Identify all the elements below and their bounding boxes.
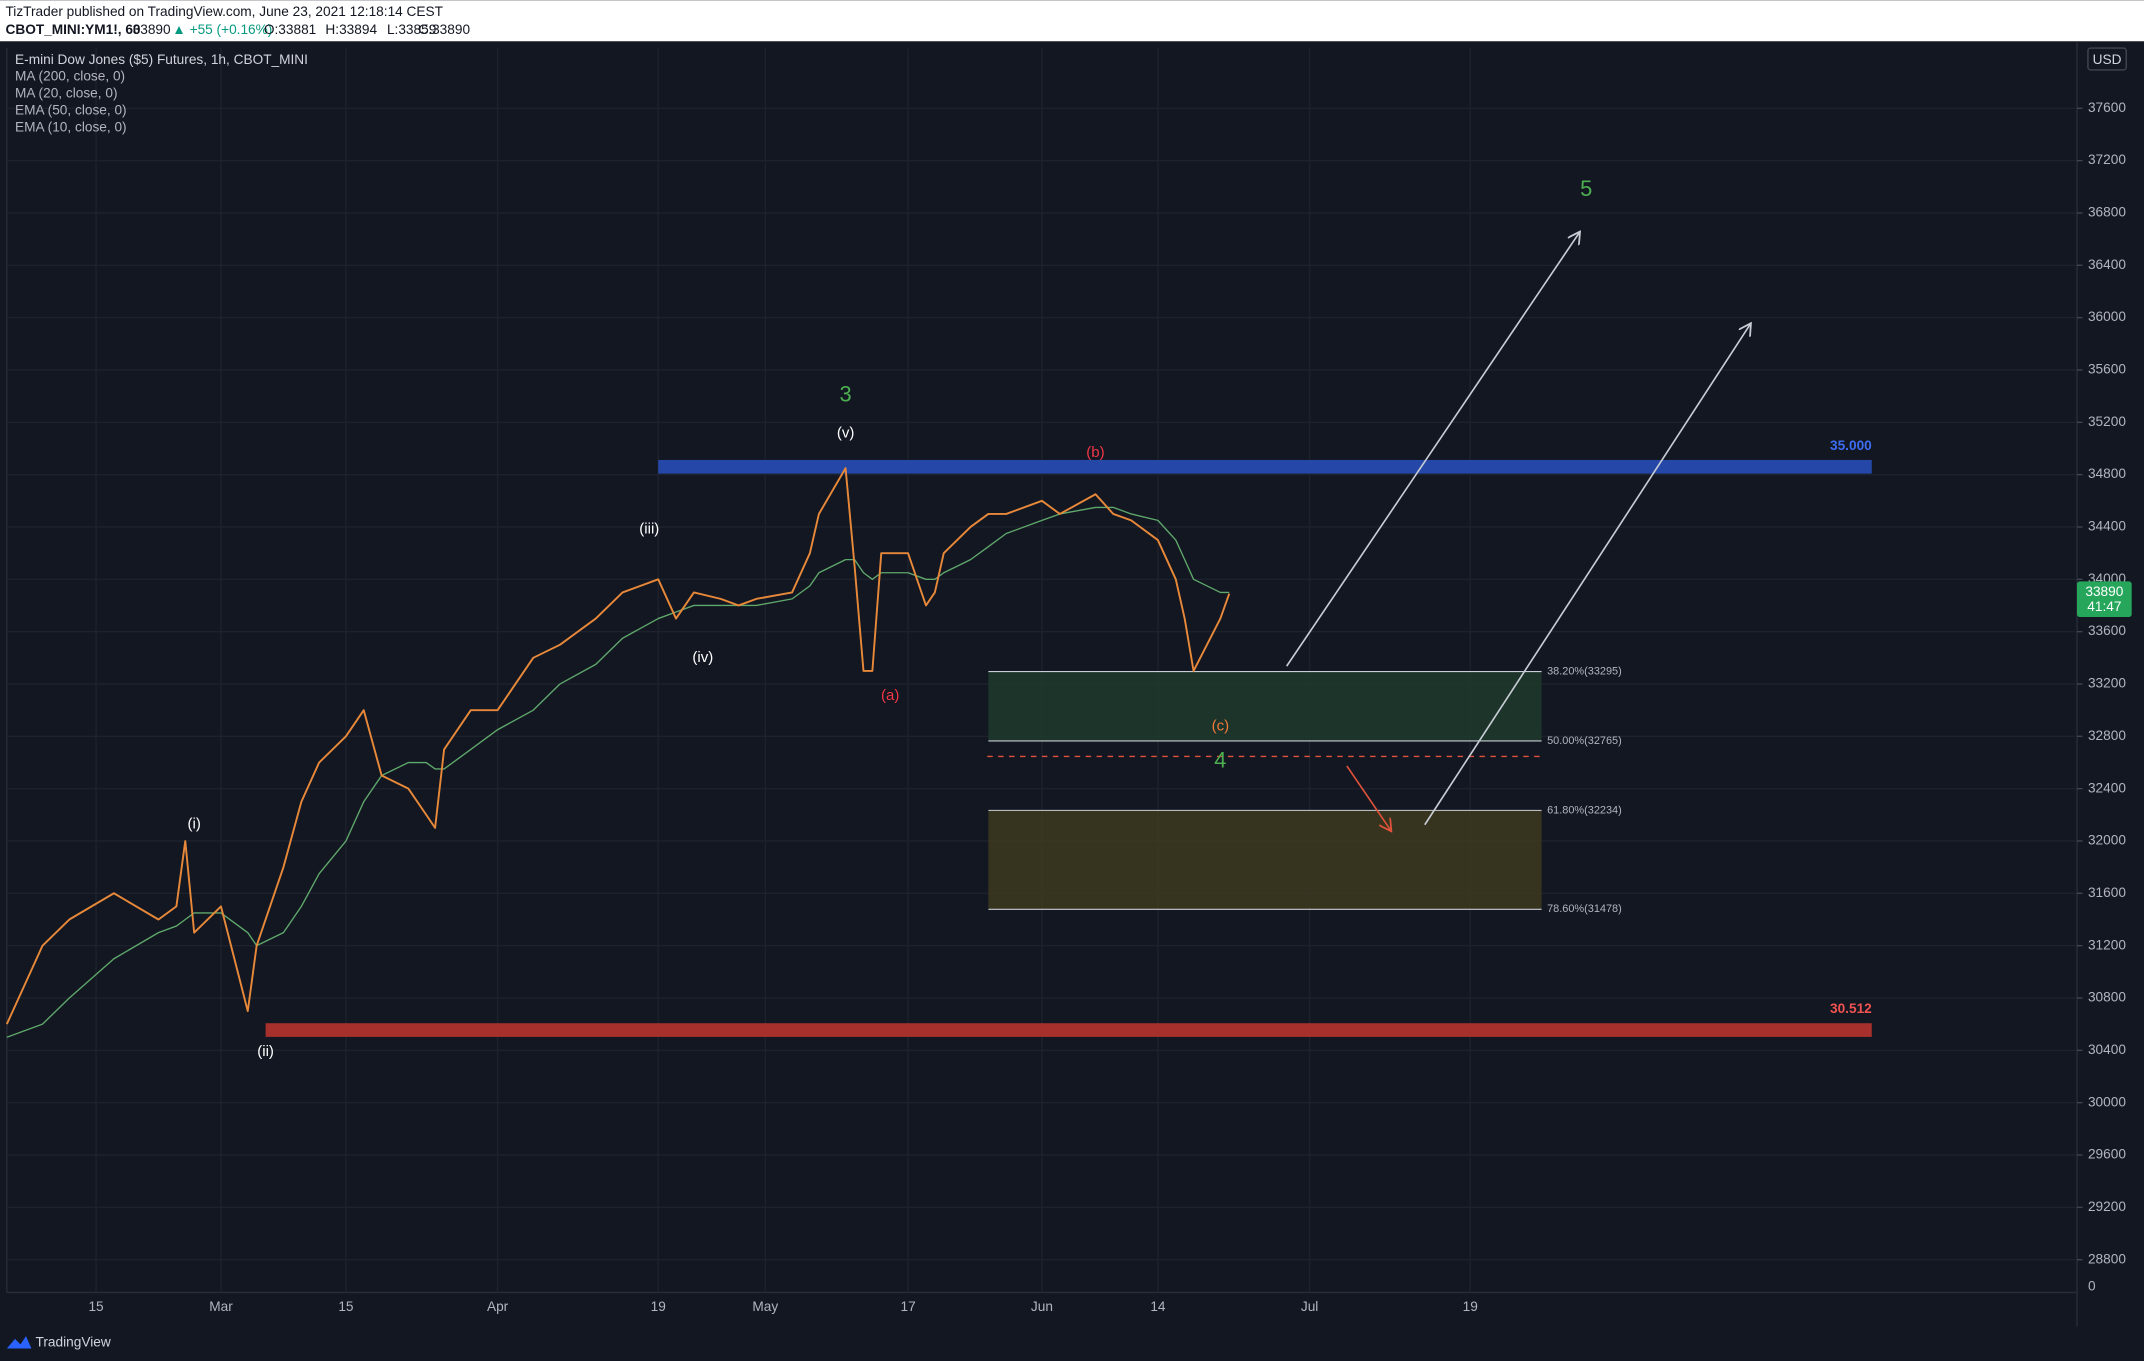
x-tick-label: Mar	[209, 1299, 233, 1314]
x-tick-label: 14	[1150, 1299, 1166, 1314]
wave-label: 5	[1580, 176, 1592, 201]
downside-arrow	[1346, 765, 1391, 830]
wave-label: (v)	[837, 425, 855, 442]
currency-box	[2087, 47, 2127, 71]
price-badge	[2077, 581, 2132, 617]
footer	[0, 1326, 2144, 1361]
y-tick-label: 31200	[2088, 937, 2126, 952]
x-tick-label: 19	[651, 1299, 666, 1314]
y-tick-label: 33200	[2088, 676, 2126, 691]
annotations: 3 (v) (b) (iii) (iv) (a) (c) 4 (i) (ii) 5	[188, 176, 1593, 1060]
price-badge-countdown: 41:47	[2087, 599, 2121, 614]
indicator-line	[6, 506, 1230, 1038]
y-tick-label: 30400	[2088, 1042, 2126, 1057]
close: C:33890	[418, 22, 470, 37]
y-tick-label: 32400	[2088, 780, 2126, 795]
y-tick-label: 34400	[2088, 519, 2126, 534]
header-bar	[0, 0, 2144, 42]
fib-label: 38.20%(33295)	[1547, 665, 1622, 677]
legend-item: EMA (50, close, 0)	[15, 103, 127, 118]
y-axis-bottom-label: 0	[2088, 1279, 2096, 1294]
level-label: 30.512	[1830, 1001, 1872, 1016]
wave-label: (ii)	[257, 1043, 274, 1060]
x-tick-label: Jul	[1301, 1299, 1318, 1314]
fib-label: 50.00%(32765)	[1547, 735, 1622, 747]
y-tick-label: 28800	[2088, 1251, 2126, 1266]
fib-zone	[988, 810, 1542, 910]
wave-label: (i)	[188, 816, 201, 833]
y-tick-label: 37200	[2088, 152, 2126, 167]
x-tick-label: 15	[88, 1299, 104, 1314]
y-tick-label: 29600	[2088, 1147, 2126, 1162]
x-tick-label: May	[752, 1299, 778, 1314]
y-tick-label: 36000	[2088, 309, 2126, 324]
change: ▲ +55 (+0.16%)	[172, 22, 272, 37]
price-badge-value: 33890	[2085, 584, 2123, 599]
axes: 28800 29200 29600 30000 30400 30800 31200 31600…	[88, 100, 2132, 1314]
projection-arrow	[1424, 324, 1750, 826]
wave-label: 3	[840, 381, 852, 406]
fib-label: 61.80%(32234)	[1547, 804, 1622, 816]
zones: 38.20%(33295) 50.00%(32765) 61.80%(32234) 7…	[265, 438, 1872, 1037]
open: O:33881	[264, 22, 316, 37]
brand: TradingView	[36, 1335, 111, 1350]
y-tick-label: 31600	[2088, 885, 2126, 900]
level-label: 35.000	[1830, 438, 1872, 453]
y-tick-label: 35200	[2088, 414, 2126, 429]
wave-label: (iv)	[692, 649, 713, 666]
x-tick-label: Apr	[487, 1299, 509, 1314]
y-tick-label: 30800	[2088, 990, 2126, 1005]
y-tick-label: 34800	[2088, 466, 2126, 481]
chart-title: E-mini Dow Jones ($5) Futures, 1h, CBOT_…	[15, 52, 308, 67]
wave-label: (b)	[1086, 444, 1104, 461]
plot	[5, 467, 1231, 1038]
legend-item: EMA (10, close, 0)	[15, 120, 127, 135]
legend-item: MA (200, close, 0)	[15, 68, 125, 83]
fib-label: 78.60%(31478)	[1547, 903, 1622, 915]
wave-label: (iii)	[639, 521, 659, 538]
x-tick-label: Jun	[1031, 1299, 1053, 1314]
low: L:33859	[387, 22, 436, 37]
grid	[6, 48, 2077, 1293]
x-tick-label: 15	[338, 1299, 354, 1314]
last-price: 33890	[133, 22, 171, 37]
price-line	[5, 467, 1231, 1025]
y-tick-label: 36400	[2088, 257, 2126, 272]
high: H:33894	[325, 22, 377, 37]
y-tick-label: 29200	[2088, 1199, 2126, 1214]
wave-label: 4	[1214, 748, 1226, 773]
logo	[6, 1336, 32, 1349]
x-tick-label: 19	[1463, 1299, 1478, 1314]
legend: MA (200, close, 0) MA (20, close, 0) EMA (…	[15, 68, 127, 134]
fib-zone	[988, 671, 1542, 741]
author-line: TizTrader published on TradingView.com, …	[5, 4, 443, 19]
symbol-line: CBOT_MINI:YM1!, 60 33890 ▲ +55 (+0.16%) …	[5, 22, 470, 37]
y-tick-label: 30000	[2088, 1094, 2126, 1109]
y-tick-label: 32000	[2088, 833, 2126, 848]
y-tick-label: 33600	[2088, 623, 2126, 638]
y-tick-label: 35600	[2088, 362, 2126, 377]
wave-label: (c)	[1212, 717, 1230, 734]
projection-arrow	[1285, 233, 1580, 667]
x-tick-label: 17	[900, 1299, 915, 1314]
symbol: CBOT_MINI:YM1!, 60	[5, 22, 140, 37]
currency: USD	[2093, 52, 2122, 67]
y-tick-label: 36800	[2088, 205, 2126, 220]
y-tick-label: 32800	[2088, 728, 2126, 743]
y-tick-label: 37600	[2088, 100, 2126, 115]
level-band	[658, 459, 1872, 474]
level-band	[265, 1023, 1872, 1037]
wave-label: (a)	[881, 687, 899, 704]
legend-item: MA (20, close, 0)	[15, 86, 117, 101]
